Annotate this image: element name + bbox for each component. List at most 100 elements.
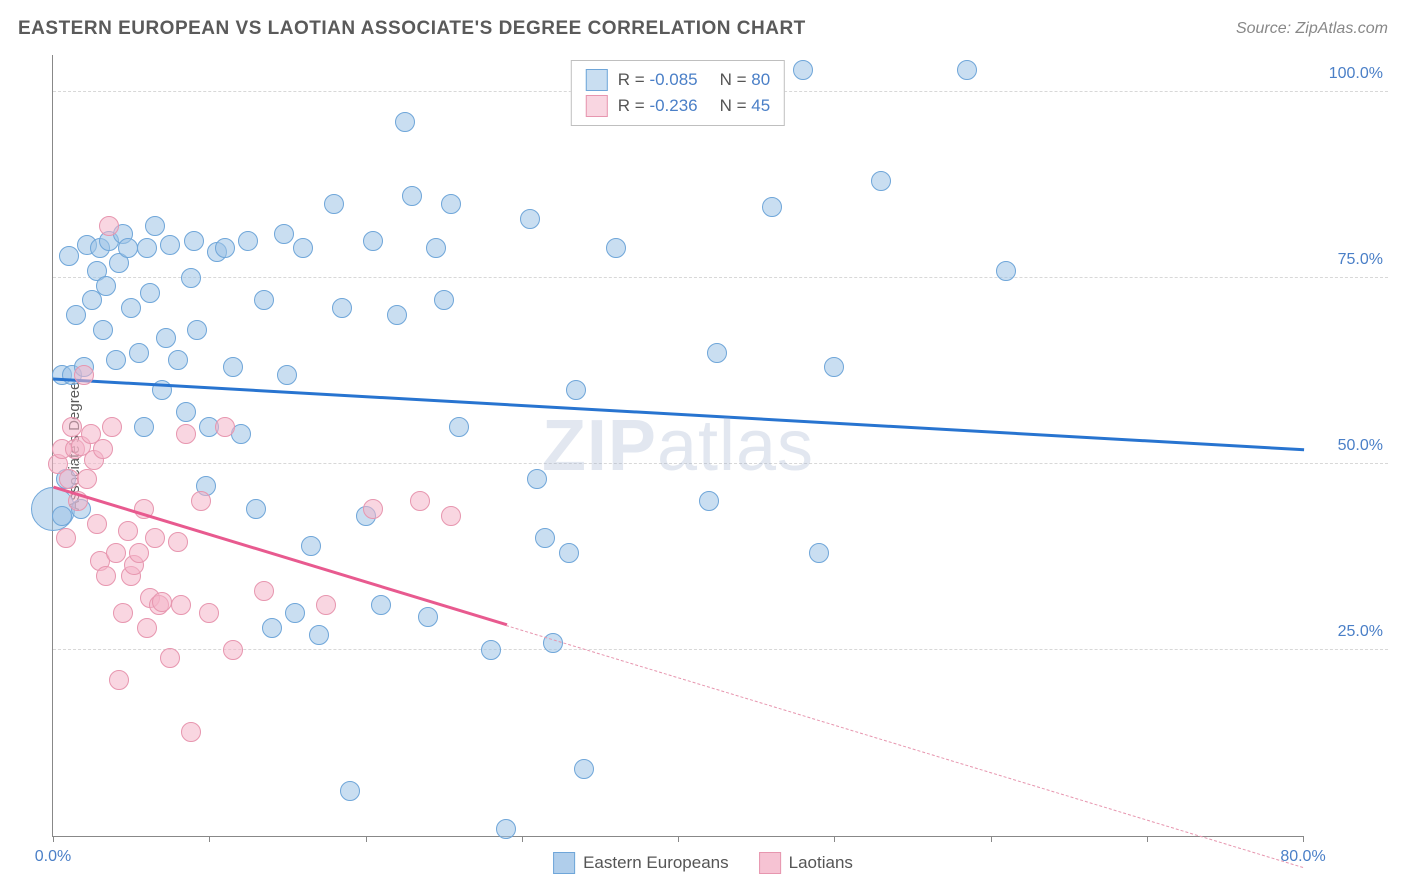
x-tick — [1303, 836, 1304, 842]
y-tick-label: 75.0% — [1313, 251, 1383, 269]
scatter-point — [762, 197, 782, 217]
scatter-point — [332, 298, 352, 318]
x-tick — [1147, 836, 1148, 842]
legend-r-stat: R = -0.236 — [618, 96, 698, 116]
scatter-point — [66, 305, 86, 325]
legend-r-stat: R = -0.085 — [618, 70, 698, 90]
gridline-horizontal — [53, 463, 1388, 464]
scatter-point — [426, 238, 446, 258]
scatter-point — [113, 603, 133, 623]
scatter-point — [160, 235, 180, 255]
y-tick-label: 25.0% — [1313, 623, 1383, 641]
scatter-point — [199, 603, 219, 623]
scatter-point — [707, 343, 727, 363]
scatter-point — [77, 469, 97, 489]
legend-series-label: Laotians — [789, 853, 853, 873]
scatter-point — [56, 528, 76, 548]
scatter-point — [137, 238, 157, 258]
legend-n-stat: N = 80 — [720, 70, 771, 90]
x-tick — [53, 836, 54, 842]
x-tick — [522, 836, 523, 842]
scatter-point — [168, 350, 188, 370]
scatter-point — [793, 60, 813, 80]
scatter-point — [99, 216, 119, 236]
scatter-point — [566, 380, 586, 400]
scatter-point — [434, 290, 454, 310]
scatter-point — [152, 592, 172, 612]
legend-swatch — [586, 69, 608, 91]
watermark: ZIPatlas — [542, 405, 814, 487]
scatter-point — [96, 276, 116, 296]
scatter-point — [871, 171, 891, 191]
y-tick-label: 50.0% — [1313, 437, 1383, 455]
scatter-point — [137, 618, 157, 638]
gridline-horizontal — [53, 649, 1388, 650]
scatter-point — [191, 491, 211, 511]
scatter-point — [277, 365, 297, 385]
scatter-point — [176, 424, 196, 444]
chart-title: EASTERN EUROPEAN VS LAOTIAN ASSOCIATE'S … — [18, 18, 806, 40]
scatter-point — [96, 566, 116, 586]
scatter-point — [52, 506, 72, 526]
x-tick — [366, 836, 367, 842]
legend-swatch — [759, 852, 781, 874]
legend-correlation-row: R = -0.085 N = 80 — [586, 67, 770, 93]
scatter-point — [102, 417, 122, 437]
scatter-point — [184, 231, 204, 251]
scatter-point — [215, 417, 235, 437]
scatter-point — [309, 625, 329, 645]
x-tick — [991, 836, 992, 842]
scatter-point — [171, 595, 191, 615]
scatter-point — [181, 722, 201, 742]
scatter-point — [809, 543, 829, 563]
scatter-point — [402, 186, 422, 206]
legend-correlation-row: R = -0.236 N = 45 — [586, 93, 770, 119]
scatter-point — [93, 320, 113, 340]
scatter-point — [996, 261, 1016, 281]
scatter-point — [520, 209, 540, 229]
x-tick — [209, 836, 210, 842]
scatter-point — [340, 781, 360, 801]
scatter-point — [118, 238, 138, 258]
legend-series-item: Eastern Europeans — [553, 852, 729, 874]
scatter-point — [410, 491, 430, 511]
x-tick-label: 0.0% — [35, 848, 71, 866]
scatter-point — [145, 216, 165, 236]
scatter-point — [481, 640, 501, 660]
scatter-point — [527, 469, 547, 489]
scatter-point — [324, 194, 344, 214]
scatter-point — [93, 439, 113, 459]
scatter-point — [254, 581, 274, 601]
chart-source: Source: ZipAtlas.com — [1236, 20, 1388, 38]
legend-swatch — [586, 95, 608, 117]
scatter-point — [574, 759, 594, 779]
scatter-point — [441, 506, 461, 526]
scatter-point — [134, 417, 154, 437]
scatter-point — [262, 618, 282, 638]
scatter-point — [156, 328, 176, 348]
scatter-point — [301, 536, 321, 556]
scatter-point — [59, 246, 79, 266]
scatter-point — [145, 528, 165, 548]
scatter-point — [168, 532, 188, 552]
scatter-point — [449, 417, 469, 437]
scatter-point — [129, 343, 149, 363]
scatter-point — [496, 819, 516, 839]
scatter-point — [59, 469, 79, 489]
legend-swatch — [553, 852, 575, 874]
legend-series-item: Laotians — [759, 852, 853, 874]
legend-n-stat: N = 45 — [720, 96, 771, 116]
x-tick — [678, 836, 679, 842]
scatter-point — [223, 357, 243, 377]
chart-container: ZIPatlas R = -0.085 N = 80 R = -0.236 N = 4… — [52, 55, 1388, 837]
scatter-point — [223, 640, 243, 660]
x-tick — [834, 836, 835, 842]
scatter-point — [559, 543, 579, 563]
scatter-point — [62, 417, 82, 437]
scatter-point — [285, 603, 305, 623]
legend-series-label: Eastern Europeans — [583, 853, 729, 873]
y-tick-label: 100.0% — [1313, 65, 1383, 83]
gridline-horizontal — [53, 277, 1388, 278]
scatter-point — [316, 595, 336, 615]
scatter-point — [160, 648, 180, 668]
